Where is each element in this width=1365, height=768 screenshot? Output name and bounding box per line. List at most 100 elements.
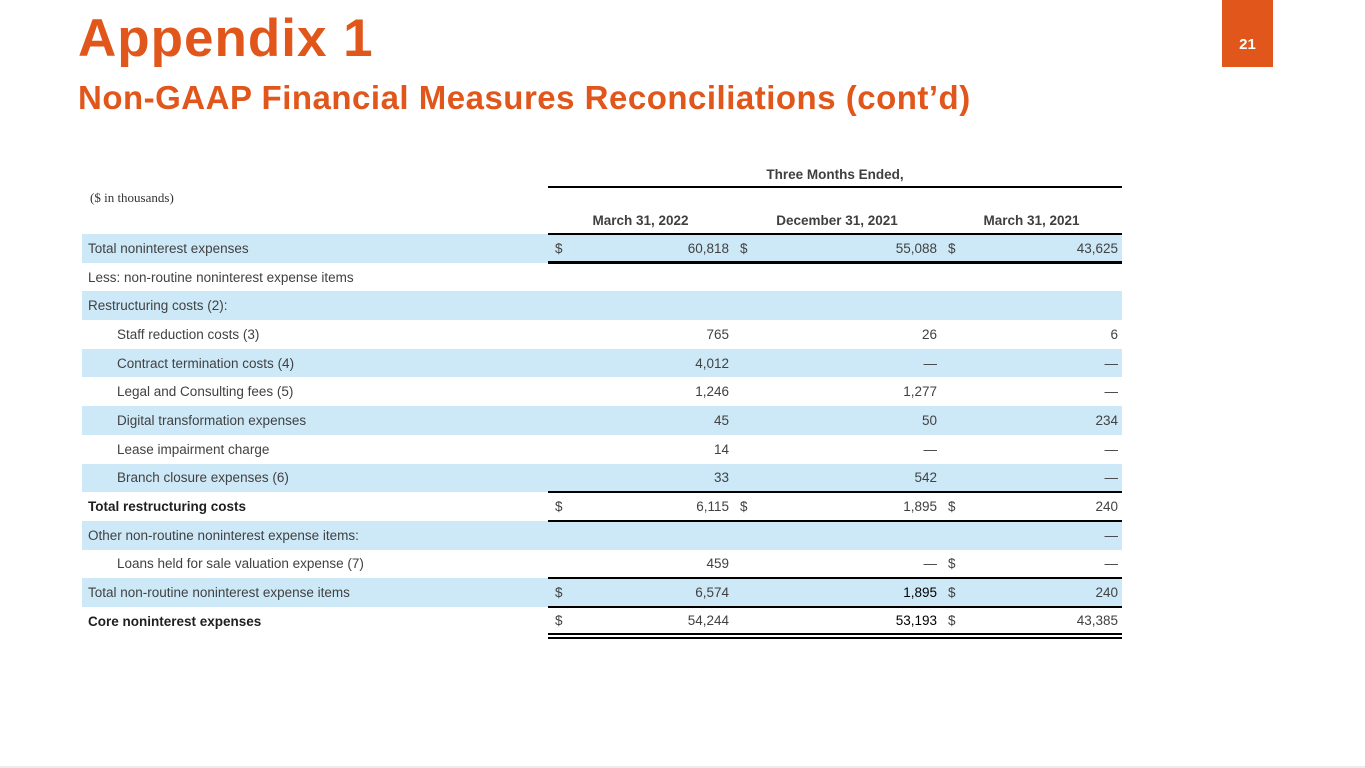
empty-corner-cell <box>82 162 548 187</box>
row-value-cell: 1,895 <box>733 578 941 608</box>
row-label: Legal and Consulting fees (5) <box>117 384 294 400</box>
row-value-cell: 6 <box>941 320 1122 349</box>
cell-value: 14 <box>713 441 729 457</box>
cell-value: — <box>1104 441 1119 457</box>
cell-value: 1,246 <box>695 384 729 400</box>
row-label: Lease impairment charge <box>117 441 270 457</box>
row-value-cell: 234 <box>941 406 1122 435</box>
row-value-cell <box>733 291 941 320</box>
row-label: Total restructuring costs <box>88 499 247 515</box>
cell-value: — <box>1104 528 1119 544</box>
row-value-cell: $6,574 <box>548 578 733 608</box>
row-value-cell: $60,818 <box>548 234 733 265</box>
row-value-cell: — <box>941 435 1122 464</box>
reconciliation-table: Three Months Ended, ($ in thousands) Mar… <box>82 162 1123 639</box>
dollar-sign: $ <box>555 585 563 601</box>
cell-value: — <box>923 441 938 457</box>
row-value-cell: — <box>733 549 941 580</box>
row-value-cell: $1,895 <box>733 492 941 522</box>
table-date-header-row: ($ in thousands) March 31, 2022 December… <box>82 187 1123 235</box>
slide-number-badge: 21 <box>1222 0 1273 67</box>
row-value-cell <box>733 521 941 550</box>
row-value-cell: 1,246 <box>548 377 733 406</box>
row-value-cell: — <box>733 349 941 378</box>
table-row: Staff reduction costs (3) 765 26 6 <box>82 320 1122 349</box>
cell-value: 45 <box>713 412 729 428</box>
dollar-sign: $ <box>555 612 563 628</box>
dollar-sign: $ <box>740 499 748 515</box>
dollar-sign: $ <box>740 240 748 256</box>
row-value-cell <box>941 263 1122 292</box>
row-value-cell: — <box>941 377 1122 406</box>
row-value-cell: 45 <box>548 406 733 435</box>
row-value-cell: $43,625 <box>941 234 1123 265</box>
cell-value: — <box>1104 384 1119 400</box>
row-value-cell: 765 <box>548 320 733 349</box>
table-row: Restructuring costs (2): <box>82 291 1123 321</box>
row-label: Total non-routine noninterest expense it… <box>88 585 350 601</box>
dollar-sign: $ <box>555 499 563 515</box>
row-value-cell: 4,012 <box>548 349 733 378</box>
table-row: Total non-routine noninterest expense it… <box>82 578 1123 608</box>
row-value-cell <box>548 521 733 550</box>
dollar-sign: $ <box>948 555 956 571</box>
row-label: Staff reduction costs (3) <box>117 326 260 342</box>
row-label: Contract termination costs (4) <box>117 355 295 371</box>
row-value-cell: 542 <box>733 463 941 494</box>
row-value-cell: 33 <box>548 463 733 494</box>
table-row: Contract termination costs (4) 4,012 — — <box>82 348 1123 378</box>
row-value-cell: — <box>733 435 941 464</box>
units-note: ($ in thousands) <box>90 190 174 205</box>
cell-value: 60,818 <box>687 240 729 256</box>
cell-value: 43,385 <box>1076 612 1119 628</box>
page-subtitle: Non-GAAP Financial Measures Reconciliati… <box>78 79 971 116</box>
row-value-cell: — <box>941 521 1122 550</box>
table-span-header-row: Three Months Ended, <box>82 162 1123 188</box>
row-label: Restructuring costs (2): <box>88 298 228 314</box>
row-label: Digital transformation expenses <box>117 412 307 428</box>
slide-number: 21 <box>1239 36 1256 53</box>
span-header: Three Months Ended, <box>548 162 1123 188</box>
cell-value: — <box>1104 355 1119 371</box>
table-body: Total noninterest expenses $60,818 $55,088… <box>82 234 1123 639</box>
row-value-cell: $54,244 <box>548 606 733 639</box>
cell-value: — <box>923 355 938 371</box>
cell-value: — <box>1104 469 1119 485</box>
cell-value: 1,895 <box>903 499 937 515</box>
cell-value: 459 <box>706 555 729 571</box>
row-value-cell: $ — <box>941 549 1123 580</box>
cell-value: 50 <box>921 412 937 428</box>
row-value-cell: 1,277 <box>733 377 941 406</box>
column-header-2: December 31, 2021 <box>733 187 941 235</box>
row-value-cell <box>941 291 1122 320</box>
cell-value: 33 <box>713 469 729 485</box>
row-value-cell: 26 <box>733 320 941 349</box>
table-row: Total restructuring costs $6,115 $1,895 $24… <box>82 492 1123 522</box>
dollar-sign: $ <box>555 240 563 256</box>
row-label: Less: non-routine noninterest expense it… <box>88 269 354 285</box>
table-row: Digital transformation expenses 45 50 234 <box>82 406 1123 435</box>
row-value-cell: $240 <box>941 492 1123 522</box>
table-row: Loans held for sale valuation expense (7… <box>82 549 1123 580</box>
cell-value: 4,012 <box>695 355 729 371</box>
table-row: Lease impairment charge 14 — — <box>82 435 1122 464</box>
cell-value: 6,574 <box>695 585 729 601</box>
cell-value: 240 <box>1095 499 1119 515</box>
row-label: Core noninterest expenses <box>88 613 262 629</box>
row-label: Branch closure expenses (6) <box>117 470 289 486</box>
cell-value: — <box>1104 555 1119 571</box>
cell-value: — <box>923 555 938 571</box>
row-value-cell: 14 <box>548 435 733 464</box>
row-label: Other non-routine noninterest expense it… <box>88 527 359 543</box>
row-value-cell: $240 <box>941 578 1123 608</box>
cell-value: 6,115 <box>696 499 729 515</box>
row-value-cell: 53,193 <box>733 606 941 639</box>
table-row: Core noninterest expenses $54,244 53,193 $4… <box>82 606 1123 639</box>
row-value-cell: $55,088 <box>733 234 941 265</box>
row-label: Loans held for sale valuation expense (7… <box>117 556 364 572</box>
row-value-cell <box>548 291 733 320</box>
row-label: Total noninterest expenses <box>88 240 249 256</box>
row-value-cell: — <box>941 463 1123 494</box>
row-value-cell <box>548 263 733 292</box>
